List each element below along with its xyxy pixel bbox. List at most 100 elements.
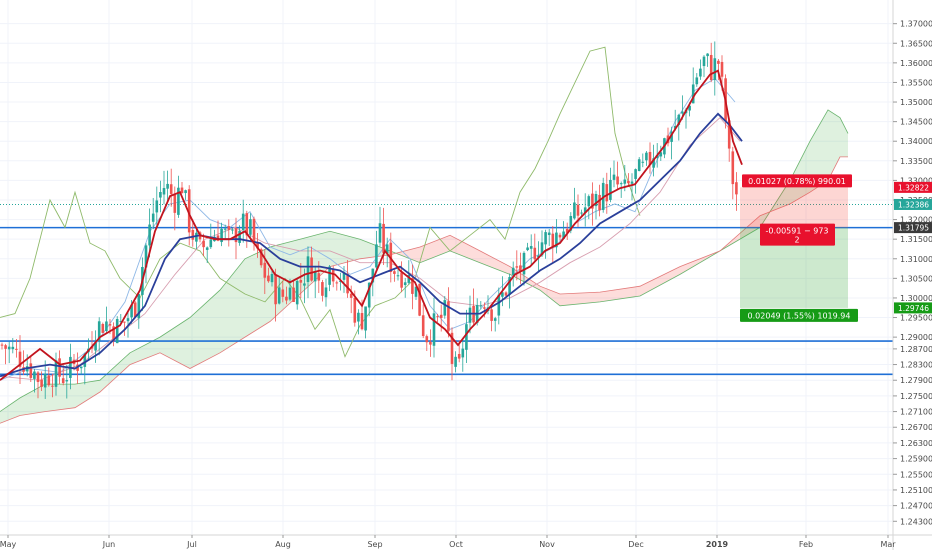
candle[interactable] [159,180,162,213]
candle[interactable] [634,168,637,194]
candle[interactable] [7,341,11,364]
candle[interactable] [166,170,169,203]
candle[interactable] [36,371,40,399]
candle[interactable] [357,309,360,335]
candle[interactable] [151,197,155,230]
candle[interactable] [461,338,465,372]
candle[interactable] [432,297,436,358]
candle[interactable] [731,146,735,200]
candle[interactable] [573,187,576,220]
candle[interactable] [666,127,670,147]
candle[interactable] [443,296,447,319]
candle[interactable] [605,172,609,214]
candle[interactable] [583,193,587,227]
candle[interactable] [306,246,310,299]
candle[interactable] [673,109,677,131]
candle[interactable] [425,334,429,351]
candle[interactable] [529,234,533,265]
candle[interactable] [40,371,43,392]
candle[interactable] [591,182,594,226]
candle[interactable] [270,269,274,287]
candle[interactable] [594,190,598,220]
candle[interactable] [79,366,83,375]
candle[interactable] [609,167,612,203]
candle[interactable] [537,241,540,272]
candle[interactable] [191,219,195,247]
candle[interactable] [223,224,227,240]
candle[interactable] [587,194,591,220]
candle[interactable] [403,278,407,298]
candle[interactable] [119,313,123,324]
candle[interactable] [58,350,61,385]
candle[interactable] [511,261,515,287]
candle[interactable] [555,219,558,254]
candle[interactable] [421,304,425,339]
candle[interactable] [162,170,166,205]
candle[interactable] [47,367,51,387]
candle[interactable] [220,222,223,247]
candle[interactable] [137,293,141,329]
candle[interactable] [321,279,324,302]
candle[interactable] [274,268,277,322]
candle[interactable] [281,280,285,303]
candle[interactable] [393,269,396,282]
candle[interactable] [51,373,54,398]
candle[interactable] [364,306,367,339]
candle[interactable] [706,53,709,67]
candle[interactable] [547,228,551,246]
candle[interactable] [411,264,414,310]
candle[interactable] [238,225,241,246]
candle[interactable] [493,316,497,332]
candle[interactable] [648,142,652,174]
candle[interactable] [133,301,137,319]
candle[interactable] [61,365,65,386]
candle[interactable] [177,175,180,218]
candle[interactable] [231,227,234,235]
candle[interactable] [612,160,616,188]
candle[interactable] [630,173,634,201]
candle[interactable] [33,368,36,393]
candle[interactable] [709,42,713,83]
candle[interactable] [277,277,281,305]
candle[interactable] [252,216,256,251]
candle[interactable] [241,199,245,243]
candle[interactable] [378,206,382,247]
candle[interactable] [699,59,702,80]
candle[interactable] [702,55,706,78]
candle[interactable] [472,288,475,325]
candle[interactable] [310,246,313,282]
candle[interactable] [490,307,493,332]
candle[interactable] [285,286,288,305]
candle[interactable] [565,222,569,240]
candle[interactable] [69,343,72,390]
candle[interactable] [155,186,159,229]
candle[interactable] [508,273,511,309]
candle[interactable] [371,268,375,297]
candle[interactable] [83,352,87,385]
candle[interactable] [641,153,645,168]
candle[interactable] [562,221,565,239]
candle[interactable] [616,161,619,190]
candle[interactable] [735,172,738,211]
candle[interactable] [324,278,328,307]
candle[interactable] [0,342,4,350]
candle[interactable] [18,335,22,384]
candle[interactable] [90,331,94,354]
candle[interactable] [450,327,454,381]
candle[interactable] [544,229,547,259]
candle[interactable] [670,126,673,160]
candle[interactable] [169,168,173,207]
candle[interactable] [436,313,439,323]
candle[interactable] [256,233,259,258]
candle[interactable] [259,247,263,268]
candle[interactable] [29,355,33,383]
candle[interactable] [97,317,101,356]
candle[interactable] [299,263,303,299]
candle[interactable] [292,279,295,303]
candle[interactable] [209,223,213,249]
candle[interactable] [465,309,468,364]
candle[interactable] [54,352,58,396]
candle[interactable] [115,316,119,344]
candle[interactable] [447,287,450,338]
